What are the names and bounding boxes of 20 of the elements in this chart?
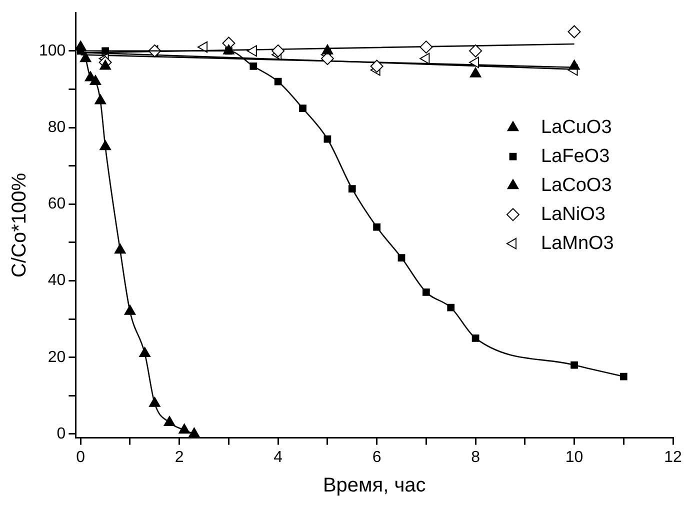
x-tick-label: 0 xyxy=(76,448,86,466)
y-tick-label: 100 xyxy=(38,42,66,60)
x-tick-label: 8 xyxy=(471,448,480,466)
legend-label: LaCoO3 xyxy=(541,174,612,196)
y-tick-label: 0 xyxy=(56,425,66,442)
x-tick-label: 10 xyxy=(565,448,584,466)
legend-label: LaMnO3 xyxy=(541,232,614,254)
y-axis-title: C/Co*100% xyxy=(8,172,31,278)
legend-label: LaFeO3 xyxy=(541,146,610,167)
x-tick-label: 12 xyxy=(664,448,682,466)
y-tick-label: 20 xyxy=(48,348,66,366)
x-tick-label: 6 xyxy=(372,448,382,466)
x-tick-label: 2 xyxy=(174,448,184,466)
legend-label: LaNiO3 xyxy=(541,204,606,225)
y-tick-label: 60 xyxy=(48,196,66,213)
y-tick-label: 80 xyxy=(48,118,66,136)
legend-label: LaCuO3 xyxy=(541,116,612,138)
x-tick-label: 4 xyxy=(274,448,283,466)
y-tick-label: 40 xyxy=(48,272,66,290)
x-axis-title: Время, час xyxy=(322,474,426,497)
